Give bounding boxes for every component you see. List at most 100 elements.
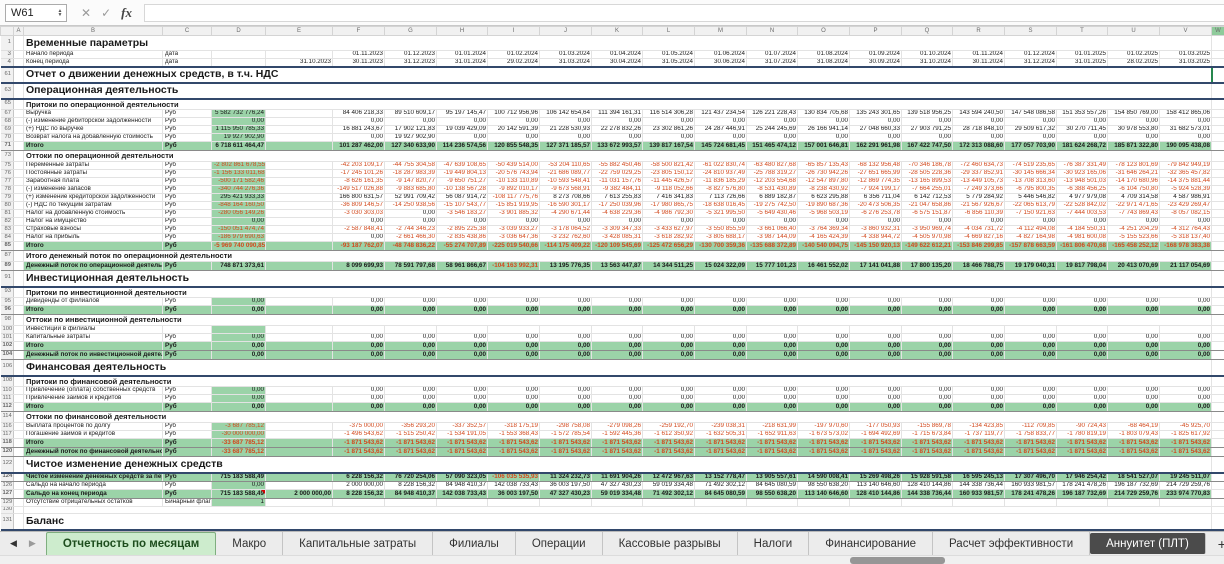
sheet-cell[interactable]: 0,00: [1004, 333, 1057, 342]
sheet-cell[interactable]: 0,00: [797, 386, 850, 395]
sheet-cell[interactable]: 0,00: [1107, 402, 1160, 412]
row-header-63[interactable]: 63: [0, 82, 14, 100]
sheet-cell[interactable]: -3 550 855,59: [694, 225, 747, 234]
sheet-cell[interactable]: [13, 35, 24, 51]
sheet-cell[interactable]: 7 113 726,66: [694, 193, 747, 202]
sheet-cell[interactable]: -4 986 792,30: [642, 209, 695, 218]
sheet-cell[interactable]: -11 031 157,76: [591, 177, 643, 186]
sheet-cell[interactable]: 0,00: [539, 217, 592, 226]
sheet-cell[interactable]: -76 387 331,49: [1056, 161, 1108, 170]
row-header-91[interactable]: 91: [0, 270, 14, 288]
row-header-77[interactable]: 77: [0, 177, 14, 186]
sheet-cell[interactable]: -157 878 663,59: [1004, 241, 1057, 251]
sheet-cell[interactable]: -22 528 842,02: [1056, 201, 1108, 210]
row-header-122[interactable]: 122: [0, 456, 14, 474]
sheet-cell[interactable]: -4 669 827,16: [952, 233, 1005, 242]
sheet-cell[interactable]: -22 971 471,65: [1107, 201, 1160, 210]
sheet-cell[interactable]: -10 133 110,89: [487, 177, 540, 186]
row-label[interactable]: Погашение займов и кредитов: [23, 430, 163, 439]
sheet-cell[interactable]: -7 150 921,63: [1004, 209, 1057, 218]
sheet-cell[interactable]: [1211, 422, 1224, 431]
sheet-cell[interactable]: 0,00: [487, 402, 540, 412]
sheet-cell[interactable]: 0,00: [436, 305, 488, 315]
sheet-cell[interactable]: 0,00: [901, 350, 953, 360]
sheet-cell[interactable]: -3 987 144,09: [746, 233, 798, 242]
sheet-cell[interactable]: 6 142 712,53: [901, 193, 953, 202]
sheet-cell[interactable]: -22 759 029,25: [591, 169, 643, 178]
row-header-96[interactable]: 96: [0, 305, 14, 315]
sheet-cell[interactable]: 0,00: [539, 402, 592, 412]
sheet-cell[interactable]: 0,00: [1056, 305, 1108, 315]
row-header-114[interactable]: 114: [0, 411, 14, 423]
sheet-cell[interactable]: 22 278 832,26: [591, 125, 643, 134]
sheet-cell[interactable]: 0,00: [1159, 305, 1212, 315]
sheet-cell[interactable]: -53 204 110,65: [539, 161, 592, 170]
selected-cell-W61[interactable]: [1210, 65, 1224, 84]
sheet-cell[interactable]: 0,00: [384, 402, 437, 412]
sheet-cell[interactable]: 31.12.2024: [1004, 58, 1057, 67]
sheet-cell[interactable]: -48 748 836,22: [384, 241, 437, 251]
unit-cell[interactable]: Руб: [162, 225, 212, 234]
unit-cell[interactable]: Руб: [162, 386, 212, 395]
sheet-cell[interactable]: 196 187 732,69: [1056, 489, 1108, 499]
sheet-cell[interactable]: 0,00: [591, 117, 643, 126]
sheet-cell[interactable]: 101 287 462,00: [332, 141, 385, 151]
sheet-cell[interactable]: 4 709 314,58: [1107, 193, 1160, 202]
sheet-cell[interactable]: -7 743 869,43: [1107, 209, 1160, 218]
sheet-cell[interactable]: -259 192,70: [642, 422, 695, 431]
sheet-cell[interactable]: -9 650 751,27: [436, 177, 488, 186]
sheet-cell[interactable]: [1211, 125, 1224, 134]
sheet-cell[interactable]: 30.11.2024: [952, 58, 1005, 67]
sheet-cell[interactable]: [13, 125, 24, 134]
row-header-95[interactable]: 95: [0, 297, 14, 306]
sheet-cell[interactable]: 15 024 322,09: [694, 261, 747, 271]
sheet-cell[interactable]: [13, 305, 24, 315]
sheet-cell[interactable]: -1 553 368,43: [487, 430, 540, 439]
section-label[interactable]: Притоки по инвестиционной деятельности: [23, 286, 1212, 298]
sheet-cell[interactable]: [13, 58, 24, 67]
sheet-cell[interactable]: 0,00: [1056, 350, 1108, 360]
sheet-cell[interactable]: -21 047 658,86: [901, 201, 953, 210]
section-label[interactable]: Операционная деятельность: [23, 82, 1212, 100]
sheet-cell[interactable]: 0,00: [952, 341, 1005, 351]
sheet-cell[interactable]: -8 827 576,80: [694, 185, 747, 194]
sheet-cell[interactable]: 31.01.2025: [1056, 58, 1108, 67]
sheet-cell[interactable]: 0,00: [901, 117, 953, 126]
sheet-cell[interactable]: 0,00: [797, 402, 850, 412]
sheet-cell[interactable]: [265, 109, 333, 118]
sheet-cell[interactable]: [1211, 117, 1224, 126]
row-label[interactable]: Итого: [23, 305, 163, 315]
sheet-cell[interactable]: [1211, 325, 1224, 334]
sheet-cell[interactable]: 0,00: [539, 350, 592, 360]
column-header-T[interactable]: T: [1056, 26, 1108, 36]
sheet-cell[interactable]: 14 344 511,25: [642, 261, 695, 271]
sheet-cell[interactable]: -6 388 456,25: [1056, 185, 1108, 194]
sheet-cell[interactable]: -1 871 543,62: [1107, 438, 1160, 448]
sheet-cell[interactable]: 0,00: [332, 117, 385, 126]
total-cell[interactable]: 0,00: [211, 297, 266, 306]
sheet-cell[interactable]: 27 903 791,25: [901, 125, 953, 134]
sheet-cell[interactable]: -298 758,08: [539, 422, 592, 431]
sheet-cell[interactable]: -50 439 514,00: [487, 161, 540, 170]
sheet-cell[interactable]: 181 624 268,72: [1056, 141, 1108, 151]
unit-cell[interactable]: Руб: [162, 438, 212, 448]
total-cell[interactable]: 295 421 933,33: [211, 193, 266, 202]
sheet-cell[interactable]: [265, 133, 333, 142]
sheet-cell[interactable]: 0,00: [1056, 297, 1108, 306]
column-header-W[interactable]: W: [1211, 26, 1224, 36]
sheet-cell[interactable]: [13, 261, 24, 271]
sheet-cell[interactable]: [265, 447, 333, 457]
sheet-cell[interactable]: -12 869 774,35: [849, 177, 902, 186]
sheet-cell[interactable]: 0,00: [332, 386, 385, 395]
sheet-cell[interactable]: 7 613 255,83: [591, 193, 643, 202]
row-header-69[interactable]: 69: [0, 125, 14, 134]
sheet-cell[interactable]: 0,00: [384, 350, 437, 360]
sheet-cell[interactable]: 19 245 511,07: [1159, 472, 1212, 482]
total-cell[interactable]: -150 051 474,74: [211, 225, 266, 234]
sheet-cell[interactable]: 0,00: [1004, 386, 1057, 395]
sheet-cell[interactable]: 19 039 429,09: [436, 125, 488, 134]
sheet-cell[interactable]: [13, 314, 24, 326]
sheet-cell[interactable]: 114 236 574,56: [436, 141, 488, 151]
sheet-cell[interactable]: 0,00: [1107, 217, 1160, 226]
sheet-cell[interactable]: [13, 472, 24, 482]
